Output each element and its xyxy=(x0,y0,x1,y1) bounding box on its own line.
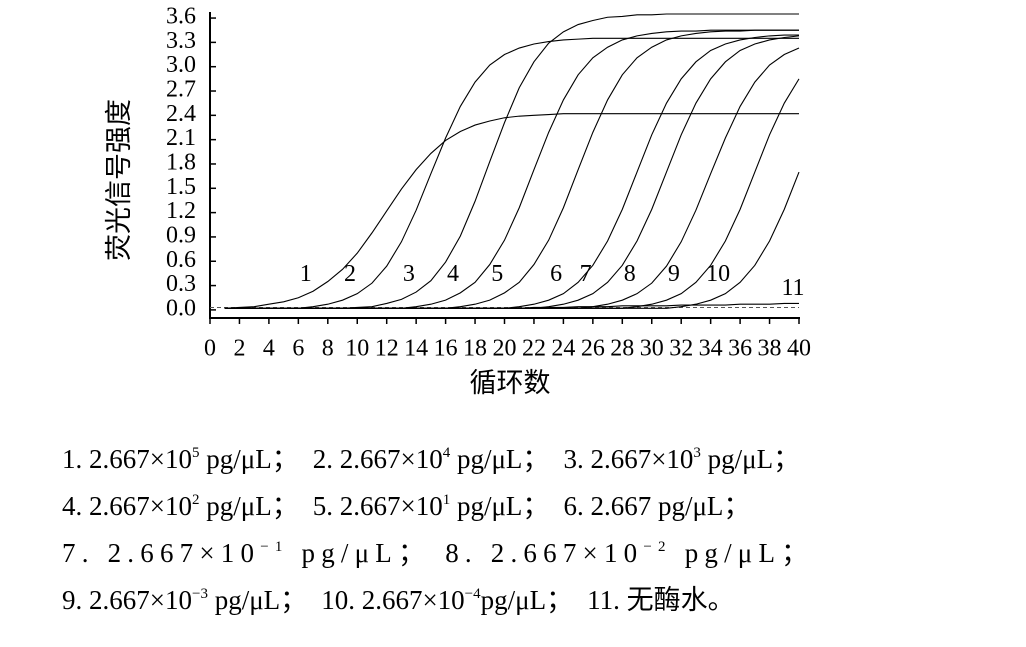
caption-exponent: 4 xyxy=(442,445,451,461)
curve-label: 2 xyxy=(344,261,356,287)
caption-exponent: −1 xyxy=(260,539,289,555)
x-tick-label: 36 xyxy=(728,336,752,362)
curve-label: 4 xyxy=(447,261,459,287)
caption-text: 10. 2.667×10 xyxy=(321,585,465,615)
x-tick-label: 32 xyxy=(669,336,693,362)
caption-item: 9. 2.667×10−3 pg/μL； xyxy=(62,585,307,615)
y-tick-label: 1.8 xyxy=(166,149,196,175)
y-tick-label: 2.1 xyxy=(166,125,196,151)
x-tick-label: 6 xyxy=(292,336,304,362)
curve-label: 6 xyxy=(550,261,562,287)
x-tick-label: 12 xyxy=(375,336,399,362)
caption-item: 3. 2.667×103 pg/μL； xyxy=(563,444,800,474)
y-tick-label: 0.6 xyxy=(166,247,196,273)
caption-text: 5. 2.667×10 xyxy=(312,491,443,521)
caption-line: 4. 2.667×102 pg/μL； 5. 2.667×101 pg/μL； 6.… xyxy=(62,483,828,530)
x-tick-label: 40 xyxy=(787,336,811,362)
caption-line: 7. 2.667×10−1 pg/μL； 8. 2.667×10−2 pg/μL； xyxy=(62,530,828,577)
caption-text: 6. 2.667 pg/μL； xyxy=(563,491,751,521)
curve-label: 7 xyxy=(580,261,592,287)
caption-exponent: 3 xyxy=(693,445,701,461)
caption-item: 8. 2.667×10−2 pg/μL； xyxy=(445,538,814,568)
caption-item: 1. 2.667×105 pg/μL； xyxy=(62,444,299,474)
x-axis-label: 循环数 xyxy=(470,368,551,398)
caption-text: 7. 2.667×10 xyxy=(62,538,261,568)
caption-text: 8. 2.667×10 xyxy=(445,538,644,568)
x-tick-label: 28 xyxy=(610,336,634,362)
curve-label: 3 xyxy=(403,261,415,287)
caption-item: 10. 2.667×10−4pg/μL； xyxy=(321,585,573,615)
x-tick-label: 18 xyxy=(463,336,487,362)
y-axis-label: 荧光信号强度 xyxy=(104,99,134,261)
y-tick-label: 3.6 xyxy=(166,4,196,30)
x-tick-label: 0 xyxy=(204,336,216,362)
curve-label: 1 xyxy=(300,261,312,287)
caption-text: 1. 2.667×10 xyxy=(62,444,192,474)
caption-unit: pg/μL； xyxy=(450,491,550,521)
y-tick-label: 3.0 xyxy=(166,52,196,78)
x-tick-label: 24 xyxy=(551,336,575,362)
amplification-curve xyxy=(224,302,799,309)
x-tick-label: 14 xyxy=(404,336,428,362)
x-tick-label: 22 xyxy=(522,336,546,362)
caption-item: 6. 2.667 pg/μL； xyxy=(563,491,750,521)
x-tick-label: 34 xyxy=(699,336,723,362)
caption-exponent: 2 xyxy=(191,492,200,508)
caption-item: 2. 2.667×104 pg/μL； xyxy=(313,444,550,474)
caption: 1. 2.667×105 pg/μL； 2. 2.667×104 pg/μL； 3.… xyxy=(62,436,828,624)
y-tick-label: 0.9 xyxy=(166,222,196,248)
x-tick-label: 8 xyxy=(322,336,334,362)
caption-text: 2. 2.667×10 xyxy=(312,444,443,474)
caption-text: 9. 2.667×10 xyxy=(62,585,192,615)
caption-line: 9. 2.667×10−3 pg/μL； 10. 2.667×10−4pg/μL；… xyxy=(62,577,828,624)
caption-item: 7. 2.667×10−1 pg/μL； xyxy=(62,538,431,568)
caption-text: 3. 2.667×10 xyxy=(563,444,694,474)
caption-exponent: −2 xyxy=(643,539,672,555)
caption-text: 4. 2.667×10 xyxy=(62,491,192,521)
caption-exponent: −4 xyxy=(464,586,481,602)
x-tick-label: 38 xyxy=(758,336,782,362)
y-tick-label: 1.5 xyxy=(166,174,196,200)
caption-unit: pg/μL； xyxy=(700,444,801,474)
caption-exponent: −3 xyxy=(191,586,208,602)
curve-label: 9 xyxy=(668,261,680,287)
chart: 荧光信号强度 循环数 0.00.30.60.91.21.51.82.12.42.… xyxy=(104,4,811,399)
caption-unit: pg/μL； xyxy=(199,444,299,474)
caption-unit: pg/μL； xyxy=(207,585,308,615)
caption-unit: pg/μL； xyxy=(480,585,574,615)
x-tick-label: 26 xyxy=(581,336,605,362)
caption-item: 4. 2.667×102 pg/μL； xyxy=(62,491,299,521)
y-tick-label: 0.0 xyxy=(166,295,196,321)
caption-unit: pg/μL； xyxy=(288,538,432,568)
amplification-curve xyxy=(224,113,799,309)
caption-exponent: 1 xyxy=(442,492,451,508)
x-tick-label: 2 xyxy=(233,336,245,362)
curve-label: 11 xyxy=(781,275,804,301)
x-tick-label: 20 xyxy=(493,336,517,362)
curve-label: 10 xyxy=(706,261,730,287)
y-tick-label: 1.2 xyxy=(166,198,196,224)
y-tick-label: 0.3 xyxy=(166,271,196,297)
y-tick-label: 2.4 xyxy=(166,101,196,127)
x-tick-label: 10 xyxy=(345,336,369,362)
amplification-curve xyxy=(224,37,799,309)
curve-label: 8 xyxy=(624,261,636,287)
x-tick-label: 4 xyxy=(263,336,275,362)
caption-exponent: 5 xyxy=(191,445,200,461)
y-tick-label: 2.7 xyxy=(166,77,196,103)
caption-line: 1. 2.667×105 pg/μL； 2. 2.667×104 pg/μL； 3.… xyxy=(62,436,828,483)
y-tick-label: 3.3 xyxy=(166,28,196,54)
caption-item: 5. 2.667×101 pg/μL； xyxy=(313,491,550,521)
caption-unit: pg/μL； xyxy=(671,538,815,568)
x-tick-label: 30 xyxy=(640,336,664,362)
caption-item: 11. 无酶水。 xyxy=(587,585,735,615)
caption-unit: pg/μL； xyxy=(450,444,550,474)
caption-unit: pg/μL； xyxy=(199,491,299,521)
curve-label: 5 xyxy=(491,261,503,287)
caption-text: 11. 无酶水。 xyxy=(587,585,735,615)
x-tick-label: 16 xyxy=(434,336,458,362)
